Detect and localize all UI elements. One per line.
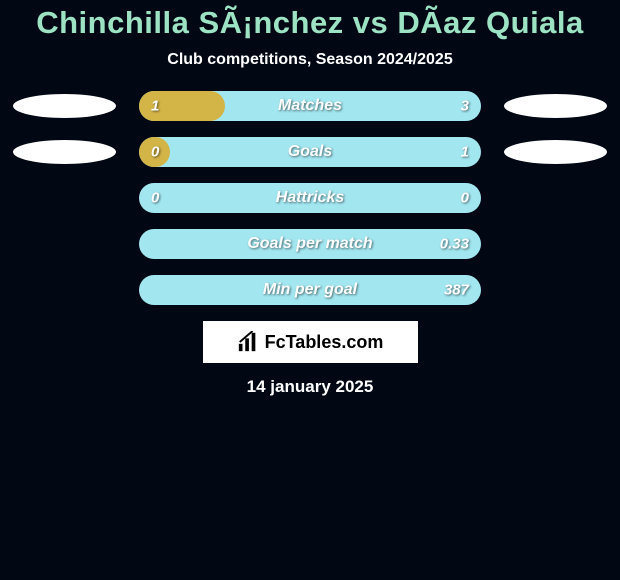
- stat-left-value: 0: [151, 144, 159, 161]
- stat-right-value: 0: [461, 190, 469, 207]
- stat-bar: 0 Hattricks 0: [139, 183, 481, 213]
- stat-right-value: 387: [444, 282, 469, 299]
- player-left-marker: [13, 140, 116, 164]
- stat-label: Matches: [278, 97, 342, 115]
- chart-icon: [237, 331, 259, 353]
- stat-label: Goals per match: [247, 235, 372, 253]
- player-left-marker: [13, 94, 116, 118]
- stats-rows: 1 Matches 3 0 Goals 1 0 Hattricks 0 Goals per mat…: [0, 91, 620, 305]
- stat-bar: 0 Goals 1: [139, 137, 481, 167]
- player-right-marker: [504, 94, 607, 118]
- stat-label: Goals: [288, 143, 332, 161]
- branding-box: FcTables.com: [203, 321, 418, 363]
- stat-right-value: 1: [461, 144, 469, 161]
- stat-bar: Min per goal 387: [139, 275, 481, 305]
- stat-right-value: 3: [461, 98, 469, 115]
- stat-bar: Goals per match 0.33: [139, 229, 481, 259]
- comparison-title: Chinchilla SÃ¡nchez vs DÃ­az Quiala: [0, 5, 620, 41]
- stat-row: 0 Goals 1: [0, 137, 620, 167]
- stat-row: 0 Hattricks 0: [0, 183, 620, 213]
- stat-left-value: 0: [151, 190, 159, 207]
- stat-left-value: 1: [151, 98, 159, 115]
- branding-text: FcTables.com: [265, 332, 384, 353]
- stat-label: Hattricks: [276, 189, 344, 207]
- comparison-subtitle: Club competitions, Season 2024/2025: [0, 51, 620, 69]
- snapshot-date: 14 january 2025: [0, 377, 620, 397]
- player-right-marker: [504, 140, 607, 164]
- stat-label: Min per goal: [263, 281, 357, 299]
- stat-bar: 1 Matches 3: [139, 91, 481, 121]
- stat-row: Goals per match 0.33: [0, 229, 620, 259]
- stat-row: Min per goal 387: [0, 275, 620, 305]
- stat-right-value: 0.33: [440, 236, 469, 253]
- stat-row: 1 Matches 3: [0, 91, 620, 121]
